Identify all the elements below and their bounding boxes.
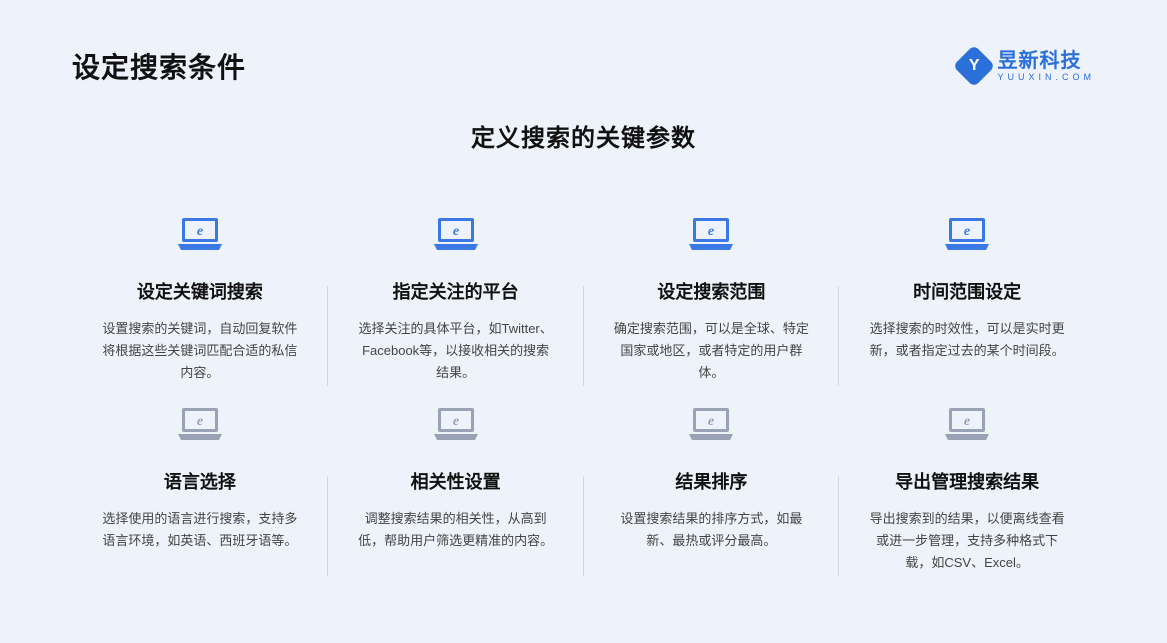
- svg-text:e: e: [197, 224, 203, 239]
- card-platform: e 指定关注的平台 选择关注的具体平台，如Twitter、Facebook等，以…: [328, 216, 584, 384]
- card-relevance: e 相关性设置 调整搜索结果的相关性，从高到低，帮助用户筛选更精准的内容。: [328, 406, 584, 574]
- cards-grid: e 设定关键词搜索 设置搜索的关键词，自动回复软件将根据这些关键词匹配合适的私信…: [72, 216, 1095, 575]
- svg-text:e: e: [197, 414, 203, 429]
- laptop-icon: e: [176, 406, 224, 442]
- card-desc: 设置搜索结果的排序方式，如最新、最热或评分最高。: [612, 508, 812, 552]
- card-title: 设定关键词搜索: [137, 278, 263, 304]
- card-title: 相关性设置: [411, 468, 501, 494]
- logo-icon: [953, 45, 995, 87]
- card-export: e 导出管理搜索结果 导出搜索到的结果，以便离线查看或进一步管理，支持多种格式下…: [839, 406, 1095, 574]
- card-desc: 调整搜索结果的相关性，从高到低，帮助用户筛选更精准的内容。: [356, 508, 556, 552]
- card-time-range: e 时间范围设定 选择搜索的时效性，可以是实时更新，或者指定过去的某个时间段。: [839, 216, 1095, 384]
- laptop-icon: e: [176, 216, 224, 252]
- card-title: 语言选择: [164, 468, 236, 494]
- header: 设定搜索条件 昱新科技 YUUXIN.COM: [72, 46, 1095, 86]
- card-desc: 设置搜索的关键词，自动回复软件将根据这些关键词匹配合适的私信内容。: [100, 318, 300, 384]
- svg-text:e: e: [964, 224, 970, 239]
- card-desc: 确定搜索范围，可以是全球、特定国家或地区，或者特定的用户群体。: [612, 318, 812, 384]
- logo: 昱新科技 YUUXIN.COM: [959, 51, 1095, 82]
- svg-text:e: e: [708, 224, 714, 239]
- card-desc: 选择搜索的时效性，可以是实时更新，或者指定过去的某个时间段。: [867, 318, 1067, 362]
- logo-main: 昱新科技: [997, 51, 1095, 71]
- laptop-icon: e: [432, 216, 480, 252]
- laptop-icon: e: [943, 216, 991, 252]
- card-title: 设定搜索范围: [657, 278, 765, 304]
- laptop-icon: e: [432, 406, 480, 442]
- laptop-icon: e: [687, 406, 735, 442]
- logo-text: 昱新科技 YUUXIN.COM: [997, 51, 1095, 82]
- card-scope: e 设定搜索范围 确定搜索范围，可以是全球、特定国家或地区，或者特定的用户群体。: [584, 216, 840, 384]
- logo-sub: YUUXIN.COM: [997, 73, 1095, 82]
- card-sort: e 结果排序 设置搜索结果的排序方式，如最新、最热或评分最高。: [584, 406, 840, 574]
- card-title: 指定关注的平台: [393, 278, 519, 304]
- svg-text:e: e: [708, 414, 714, 429]
- card-desc: 选择关注的具体平台，如Twitter、Facebook等，以接收相关的搜索结果。: [356, 318, 556, 384]
- subtitle: 定义搜索的关键参数: [0, 118, 1167, 153]
- laptop-icon: e: [943, 406, 991, 442]
- card-language: e 语言选择 选择使用的语言进行搜索，支持多语言环境，如英语、西班牙语等。: [72, 406, 328, 574]
- laptop-icon: e: [687, 216, 735, 252]
- card-desc: 导出搜索到的结果，以便离线查看或进一步管理，支持多种格式下载，如CSV、Exce…: [867, 508, 1067, 574]
- svg-text:e: e: [453, 414, 459, 429]
- card-title: 结果排序: [675, 468, 747, 494]
- card-keyword-search: e 设定关键词搜索 设置搜索的关键词，自动回复软件将根据这些关键词匹配合适的私信…: [72, 216, 328, 384]
- card-title: 时间范围设定: [913, 278, 1021, 304]
- svg-text:e: e: [453, 224, 459, 239]
- card-title: 导出管理搜索结果: [895, 468, 1039, 494]
- card-desc: 选择使用的语言进行搜索，支持多语言环境，如英语、西班牙语等。: [100, 508, 300, 552]
- svg-text:e: e: [964, 414, 970, 429]
- page-title: 设定搜索条件: [72, 46, 246, 86]
